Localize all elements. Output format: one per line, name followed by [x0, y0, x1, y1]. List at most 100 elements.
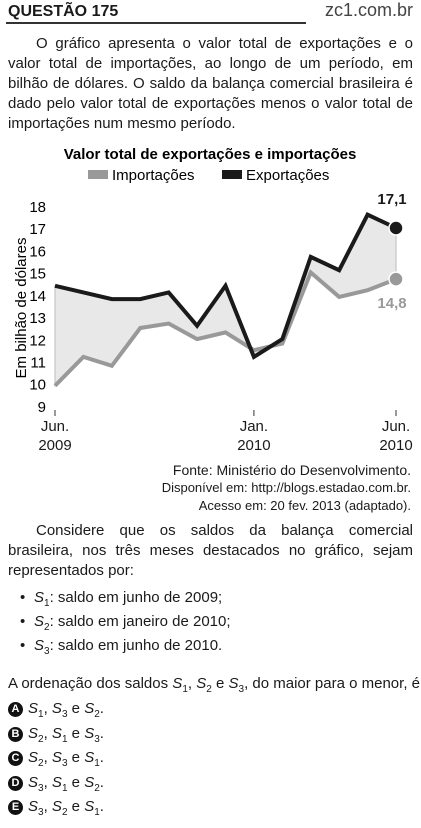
y-tick-label: 17 — [29, 221, 46, 238]
y-tick-label: 11 — [30, 355, 46, 372]
text-segment: S — [34, 637, 45, 654]
text-segment: 1 — [94, 807, 100, 818]
series-line — [54, 212, 397, 360]
text-segment: 3 — [61, 758, 68, 769]
value-label: 17,1 — [377, 191, 406, 208]
text-segment: : saldo em janeiro de 2010; — [49, 613, 231, 630]
text-segment: , — [187, 675, 197, 692]
source-line: Disponível em: http://blogs.estadao.com.… — [161, 480, 411, 495]
y-axis-label: Em bilhão de dólares — [13, 238, 30, 379]
text-segment: e — [67, 700, 85, 717]
text-segment: S — [84, 724, 95, 742]
text-segment: : saldo em junho de 2010. — [49, 637, 223, 654]
text-segment: 2 — [38, 758, 44, 769]
header-rule — [6, 22, 306, 24]
text-segment: 2 — [94, 709, 100, 720]
text-segment: S — [84, 749, 95, 766]
site-name: zc1.com.br — [324, 0, 413, 20]
text-segment: S — [172, 675, 183, 692]
text-segment: 2 — [61, 807, 68, 818]
legend-swatch — [222, 170, 242, 179]
text-segment: S — [228, 675, 239, 692]
option[interactable]: B S2, S1 e S3. — [8, 725, 104, 745]
option[interactable]: D S3, S1 e S2. — [8, 774, 104, 794]
y-tick-label: 9 — [38, 399, 46, 416]
text-segment: 2 — [206, 684, 212, 695]
text-segment: , — [43, 773, 52, 791]
text-segment: . — [99, 724, 104, 742]
text-segment: , — [43, 749, 52, 766]
text-segment: 1 — [94, 758, 100, 769]
y-tick-label: 13 — [29, 310, 46, 327]
y-tick-label: 14 — [29, 288, 46, 305]
text-segment: . — [99, 773, 104, 791]
text-segment: S — [28, 724, 39, 742]
text-segment: , do maior para o menor, é — [244, 675, 420, 692]
intro-paragraph: O gráfico apresenta o valor total de exp… — [8, 35, 413, 132]
text-segment: 2 — [94, 782, 100, 794]
text-segment: 3 — [94, 733, 100, 745]
option[interactable]: C S2, S3 e S1. — [8, 749, 104, 769]
series-line — [53, 269, 397, 388]
text-segment: 1 — [182, 684, 188, 695]
text-segment: 1 — [61, 733, 68, 745]
text-segment: 1 — [38, 709, 44, 720]
text-segment: . — [99, 798, 104, 815]
legend-label: Importações — [112, 167, 195, 184]
y-tick-label: 12 — [29, 332, 46, 349]
text-segment: . — [99, 749, 104, 766]
text-segment: . — [99, 700, 104, 717]
consider-paragraph: Considere que os saldos da balança comer… — [8, 522, 413, 579]
text-segment: 3 — [38, 782, 44, 794]
text-segment: 2 — [38, 733, 44, 745]
highlight-point — [388, 271, 404, 287]
text-segment: 2 — [44, 622, 50, 633]
text-segment: 3 — [44, 646, 50, 657]
text-segment: e — [67, 749, 85, 766]
text-segment: e — [211, 675, 229, 692]
option-letter: D — [8, 775, 23, 791]
y-tick-label: 16 — [29, 243, 46, 260]
legend-label: Exportações — [246, 167, 329, 184]
value-label: 14,8 — [377, 295, 406, 312]
text-segment: e — [67, 773, 85, 791]
source: Fonte: Ministério do Desenvolvimento. Di… — [162, 461, 411, 515]
gap-area — [54, 214, 397, 387]
y-tick-label: 10 — [29, 377, 46, 394]
legend-swatch — [88, 170, 108, 179]
text-segment: 3 — [61, 709, 68, 720]
text-segment: S — [51, 700, 62, 717]
text-segment: S — [28, 700, 39, 717]
text-segment: e — [67, 724, 85, 742]
text-segment: 3 — [38, 807, 44, 818]
chart-title: Valor total de exportações e importações — [64, 146, 357, 163]
text-segment: A ordenação dos saldos — [8, 675, 173, 692]
text-segment: e — [67, 798, 85, 815]
text-segment: 1 — [61, 782, 68, 794]
text-segment: , — [43, 724, 52, 742]
text-segment: S — [28, 798, 39, 815]
option-letter: B — [8, 726, 23, 742]
source-line: Fonte: Ministério do Desenvolvimento. — [172, 462, 411, 478]
option[interactable]: E S3, S2 e S1. — [8, 798, 104, 818]
text-segment: S — [84, 700, 95, 717]
chart: Valor total de exportações e importações… — [13, 146, 407, 416]
text-segment: S — [51, 773, 62, 791]
text-segment: , — [43, 700, 52, 717]
text-segment: S — [28, 773, 39, 791]
bullet-item: S3: saldo em junho de 2010. — [20, 637, 223, 657]
y-tick-label: 15 — [29, 266, 46, 283]
highlight-point — [388, 220, 404, 236]
bullet-item: S2: saldo em janeiro de 2010; — [20, 613, 231, 633]
text-segment: S — [51, 724, 62, 742]
option-letter: E — [8, 800, 23, 815]
option-letter: A — [8, 702, 23, 717]
option-letter: C — [8, 751, 23, 766]
x-tick-label: Jun. 2009 — [38, 418, 72, 454]
text-segment: S — [34, 613, 45, 630]
option[interactable]: A S1, S3 e S2. — [8, 700, 104, 720]
y-tick-label: 18 — [29, 199, 46, 216]
question-stem: A ordenação dos saldos S1, S2 e S3, do m… — [8, 675, 420, 695]
text-segment: S — [34, 589, 45, 606]
